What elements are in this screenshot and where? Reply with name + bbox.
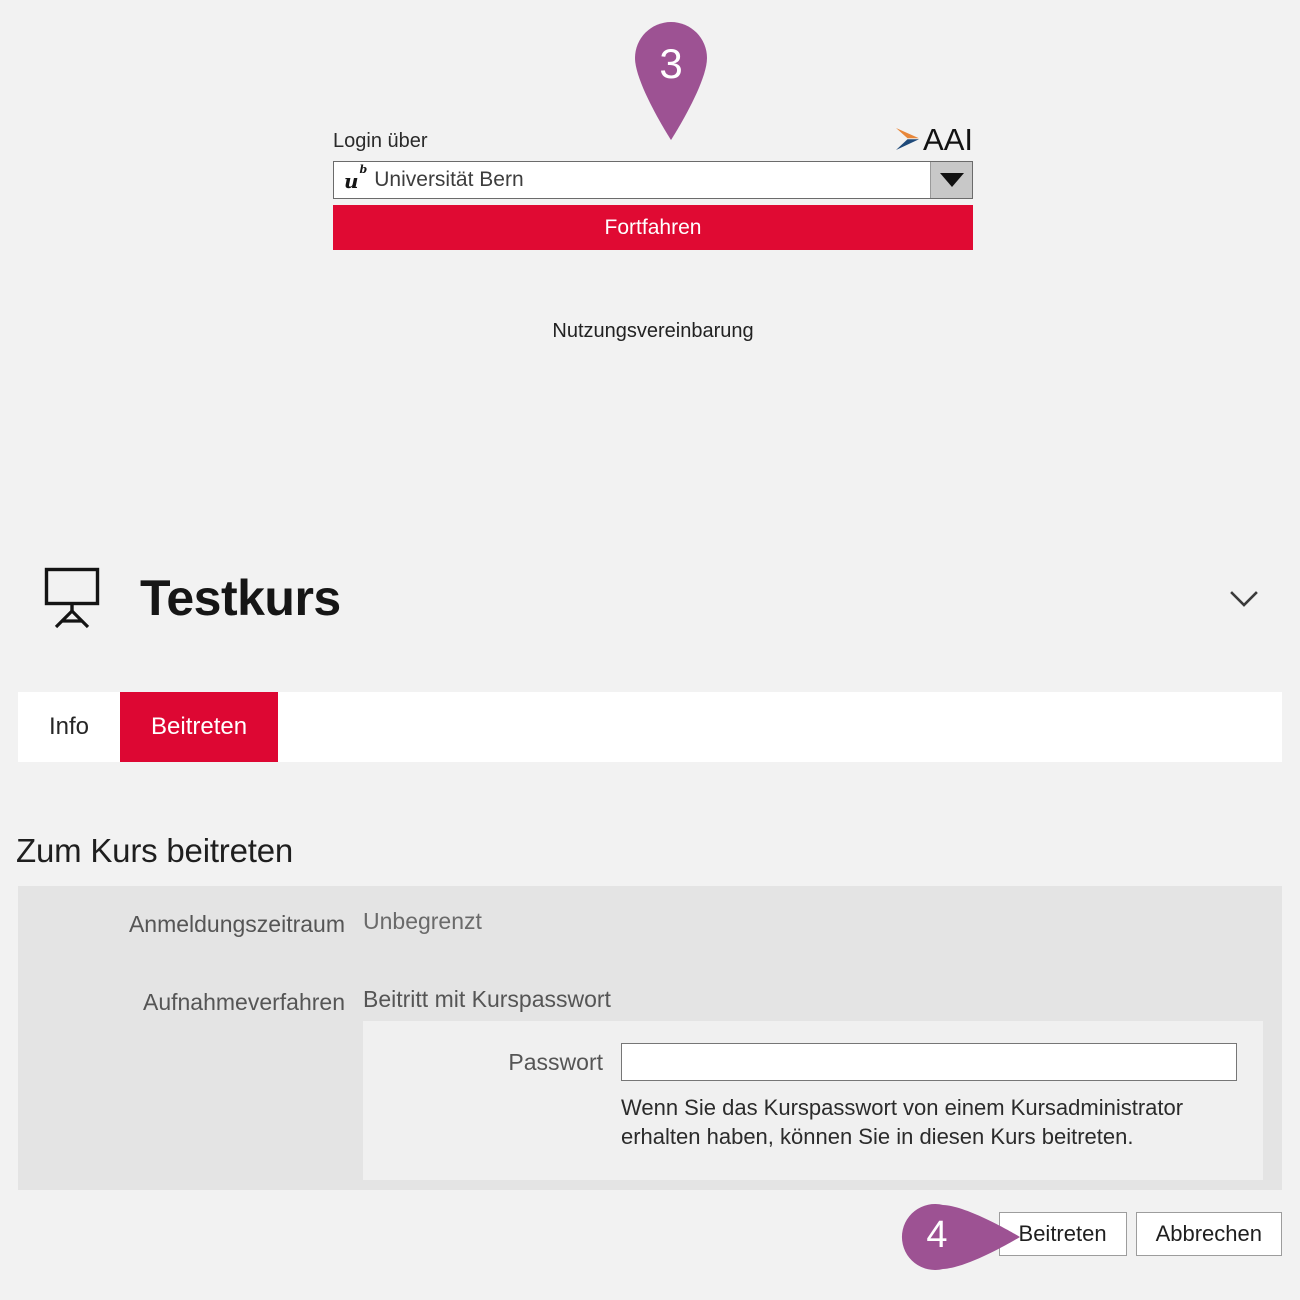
action-bar: Beitreten Abbrechen — [0, 1212, 1282, 1257]
tab-beitreten[interactable]: Beitreten — [120, 692, 279, 762]
course-header: Testkurs — [0, 548, 1300, 648]
cancel-button[interactable]: Abbrechen — [1135, 1212, 1282, 1257]
map-pin-icon — [635, 22, 707, 140]
chevron-down-icon[interactable] — [1224, 578, 1264, 618]
password-row: Passwort Wenn Sie das Kurspasswort von e… — [363, 1043, 1263, 1152]
form-row-enrollment-period: Anmeldungszeitraum Unbegrenzt — [18, 908, 1282, 940]
aai-login-block: Login über AAI ub Universität Bern Fortf… — [333, 120, 973, 250]
institution-select-value: Universität Bern — [374, 168, 524, 191]
enrollment-period-label: Anmeldungszeitraum — [128, 911, 345, 937]
login-provider-label: Login über — [333, 130, 428, 152]
form-row-admission-procedure: Aufnahmeverfahren Beitritt mit Kurspassw… — [18, 986, 1282, 1180]
institution-select-face[interactable]: ub Universität Bern — [334, 162, 930, 198]
enrollment-period-value: Unbegrenzt — [363, 908, 482, 934]
password-label: Passwort — [508, 1049, 603, 1075]
presentation-board-icon — [44, 567, 100, 629]
password-help-text: Wenn Sie das Kurspasswort von einem Kurs… — [621, 1095, 1184, 1150]
terms-link[interactable]: Nutzungsvereinbarung — [552, 320, 754, 342]
triangle-down-icon — [939, 173, 964, 187]
page-title: Testkurs — [140, 570, 341, 626]
tear-pointer-icon — [901, 1204, 1020, 1270]
aai-logo-text: AAI — [923, 122, 973, 157]
admission-procedure-field: Beitritt mit Kurspasswort Passwort Wenn … — [363, 986, 1282, 1180]
step-marker-3-number: 3 — [659, 40, 683, 87]
institution-select[interactable]: ub Universität Bern — [333, 161, 973, 199]
password-input[interactable] — [621, 1043, 1237, 1081]
tab-info[interactable]: Info — [18, 692, 121, 762]
admission-procedure-label: Aufnahmeverfahren — [142, 989, 345, 1015]
step-marker-4-number: 4 — [926, 1214, 948, 1256]
password-panel: Passwort Wenn Sie das Kurspasswort von e… — [363, 1021, 1263, 1180]
section-title: Zum Kurs beitreten — [16, 832, 294, 869]
course-tabbar: Info Beitreten — [18, 692, 1282, 762]
enrollment-period-field: Unbegrenzt — [363, 908, 1282, 940]
step-marker-3: 3 — [629, 14, 713, 141]
join-button[interactable]: Beitreten — [998, 1212, 1127, 1257]
aai-login-header: Login über AAI — [333, 120, 973, 157]
password-field-wrap: Wenn Sie das Kurspasswort von einem Kurs… — [621, 1043, 1263, 1152]
step-marker-4: 4 — [893, 1200, 1021, 1274]
admission-procedure-value: Beitritt mit Kurspasswort — [363, 986, 611, 1012]
double-chevron-right-icon — [896, 127, 920, 150]
join-form-panel: Anmeldungszeitraum Unbegrenzt Aufnahmeve… — [18, 886, 1282, 1190]
institution-select-arrow[interactable] — [930, 162, 972, 198]
unibe-logo-icon: ub — [344, 162, 368, 193]
continue-button[interactable]: Fortfahren — [333, 205, 973, 250]
aai-logo: AAI — [895, 122, 973, 157]
